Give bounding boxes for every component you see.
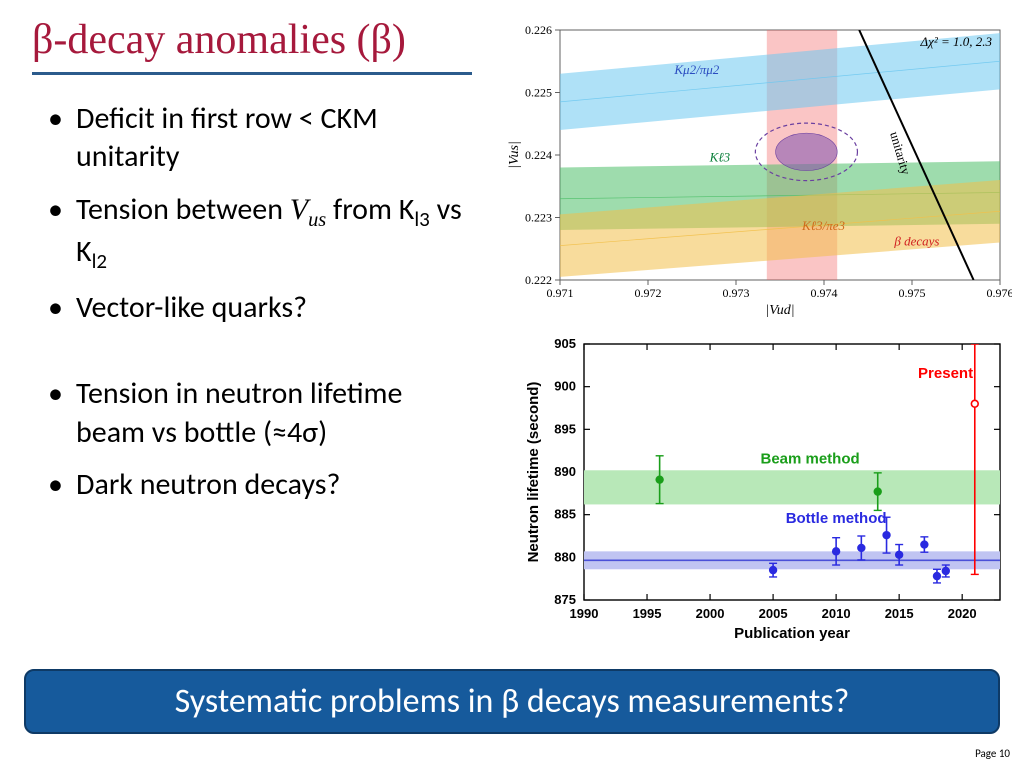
vus-vud-chart: 0.971 0.972 0.973 0.974 0.975 0.976 0.222 0.223… xyxy=(502,20,1012,320)
svg-text:Publication year: Publication year xyxy=(734,625,850,642)
bullet-3: Vector-like quarks? xyxy=(48,289,478,327)
svg-text:Beam method: Beam method xyxy=(760,450,859,467)
bullet-1: Deficit in first row < CKM unitarity xyxy=(48,100,478,177)
svg-text:1995: 1995 xyxy=(633,606,662,621)
bullet-5: Dark neutron decays? xyxy=(48,466,478,504)
svg-text:905: 905 xyxy=(554,336,576,351)
svg-text:900: 900 xyxy=(554,379,576,394)
svg-text:0.971: 0.971 xyxy=(547,286,574,300)
svg-text:Kℓ3: Kℓ3 xyxy=(709,149,731,164)
svg-text:0.976: 0.976 xyxy=(987,286,1013,300)
svg-text:0.974: 0.974 xyxy=(811,286,838,300)
svg-text:895: 895 xyxy=(554,421,576,436)
svg-text:875: 875 xyxy=(554,592,576,607)
svg-text:0.225: 0.225 xyxy=(525,86,552,100)
svg-text:2000: 2000 xyxy=(696,606,725,621)
svg-text:Kℓ3/πe3: Kℓ3/πe3 xyxy=(801,218,845,233)
conclusion-banner: Systematic problems in β decays measurem… xyxy=(24,669,1000,734)
svg-text:0.972: 0.972 xyxy=(635,286,662,300)
svg-text:Neutron lifetime (second): Neutron lifetime (second) xyxy=(525,382,542,563)
svg-text:880: 880 xyxy=(554,549,576,564)
bullet-2: Tension between Vus from Kl3 vs Kl2 xyxy=(48,191,478,275)
neutron-lifetime-chart: 1990 1995 2000 2005 2010 2015 2020 875 880 885 890… xyxy=(520,336,1010,646)
svg-text:2010: 2010 xyxy=(822,606,851,621)
svg-text:0.222: 0.222 xyxy=(525,273,552,287)
svg-text:0.975: 0.975 xyxy=(899,286,926,300)
svg-text:Kμ2/πμ2: Kμ2/πμ2 xyxy=(673,62,719,77)
svg-text:|Vud|: |Vud| xyxy=(765,303,794,318)
svg-text:885: 885 xyxy=(554,507,576,522)
bullet-list: Deficit in first row < CKM unitarity Ten… xyxy=(48,100,478,518)
svg-text:Present: Present xyxy=(918,365,973,382)
svg-text:Bottle method: Bottle method xyxy=(786,510,887,527)
title-underline xyxy=(32,72,472,75)
slide-title: β-decay anomalies (β) xyxy=(32,16,406,68)
bullet-4: Tension in neutron lifetime beam vs bott… xyxy=(48,375,478,452)
svg-text:Δχ² = 1.0, 2.3: Δχ² = 1.0, 2.3 xyxy=(919,34,992,49)
svg-text:890: 890 xyxy=(554,464,576,479)
svg-text:β decays: β decays xyxy=(893,234,939,249)
svg-text:0.224: 0.224 xyxy=(525,148,552,162)
svg-text:2020: 2020 xyxy=(948,606,977,621)
svg-text:2005: 2005 xyxy=(759,606,788,621)
svg-text:0.226: 0.226 xyxy=(525,23,552,37)
svg-text:0.223: 0.223 xyxy=(525,211,552,225)
svg-text:2015: 2015 xyxy=(885,606,914,621)
svg-text:0.973: 0.973 xyxy=(723,286,750,300)
svg-text:|Vus|: |Vus| xyxy=(507,141,522,169)
page-number: Page 10 xyxy=(975,747,1010,760)
svg-text:1990: 1990 xyxy=(570,606,599,621)
